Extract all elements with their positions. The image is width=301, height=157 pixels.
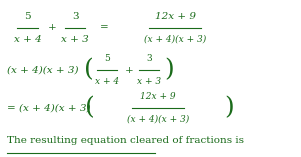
Text: (: ( — [85, 96, 95, 119]
Text: =: = — [100, 23, 109, 32]
Text: x + 3: x + 3 — [137, 77, 161, 86]
Text: 12x + 9: 12x + 9 — [140, 92, 176, 101]
Text: (x + 4)(x + 3): (x + 4)(x + 3) — [144, 35, 206, 43]
Text: The resulting equation cleared of fractions is: The resulting equation cleared of fracti… — [7, 136, 244, 145]
Text: x + 4: x + 4 — [95, 77, 119, 86]
Text: ): ) — [165, 59, 174, 81]
Text: +: + — [48, 23, 57, 32]
Text: 5: 5 — [104, 54, 110, 63]
Text: ): ) — [225, 96, 234, 119]
Text: 3: 3 — [146, 54, 152, 63]
Text: (x + 4)(x + 3): (x + 4)(x + 3) — [7, 65, 79, 75]
Text: x + 4: x + 4 — [14, 35, 41, 43]
Text: 12x + 9: 12x + 9 — [155, 12, 196, 21]
Text: 5: 5 — [24, 12, 31, 21]
Text: 3: 3 — [72, 12, 79, 21]
Text: x + 3: x + 3 — [61, 35, 89, 43]
Text: = (x + 4)(x + 3): = (x + 4)(x + 3) — [7, 103, 91, 112]
Text: +: + — [125, 65, 133, 75]
Text: (x + 4)(x + 3): (x + 4)(x + 3) — [127, 115, 189, 124]
Text: (: ( — [84, 59, 94, 81]
